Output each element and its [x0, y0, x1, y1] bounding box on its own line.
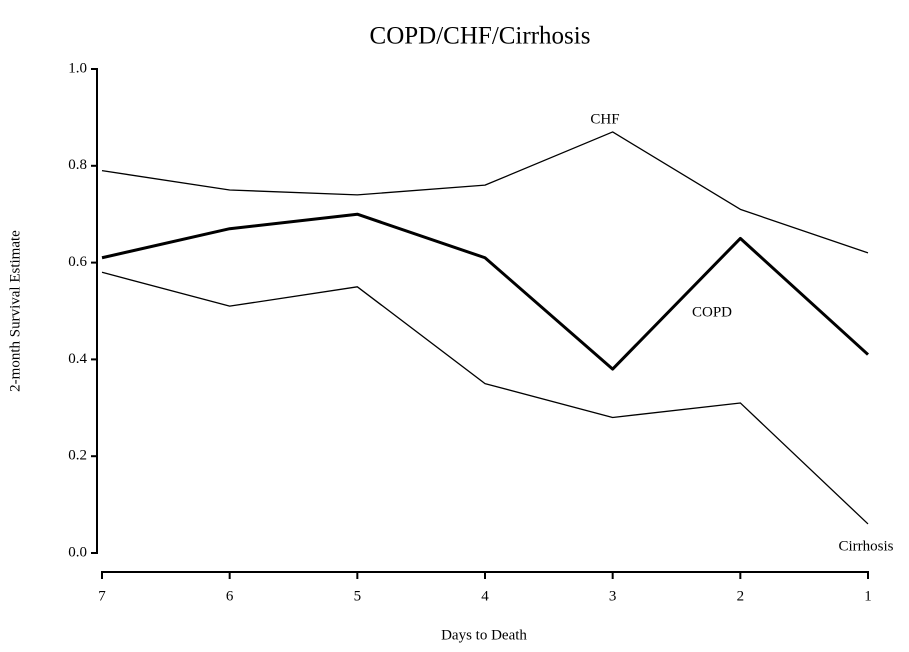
x-tick-label: 4 [481, 588, 489, 604]
series-line [101, 271, 869, 525]
series-label: CHF [590, 111, 619, 127]
y-axis-label: 2-month Survival Estimate [7, 230, 23, 392]
series-label: Cirrhosis [838, 538, 893, 554]
chart-title: COPD/CHF/Cirrhosis [370, 23, 591, 50]
x-tick-label: 7 [98, 588, 106, 604]
x-tick-label: 2 [737, 588, 745, 604]
x-axis-label: Days to Death [441, 627, 527, 643]
series-label: COPD [692, 304, 732, 320]
x-tick-label: 1 [864, 588, 872, 604]
x-tick-label: 3 [609, 588, 617, 604]
x-tick-label: 5 [354, 588, 362, 604]
y-tick-label: 0.6 [68, 254, 87, 270]
y-tick-label: 0.0 [68, 544, 87, 560]
series-line [101, 212, 870, 371]
y-tick-label: 0.4 [68, 351, 87, 367]
y-tick-label: 0.8 [68, 157, 87, 173]
series-line [101, 131, 869, 254]
x-tick-label: 6 [226, 588, 234, 604]
y-tick-label: 1.0 [68, 60, 87, 76]
y-tick-label: 0.2 [68, 448, 87, 464]
